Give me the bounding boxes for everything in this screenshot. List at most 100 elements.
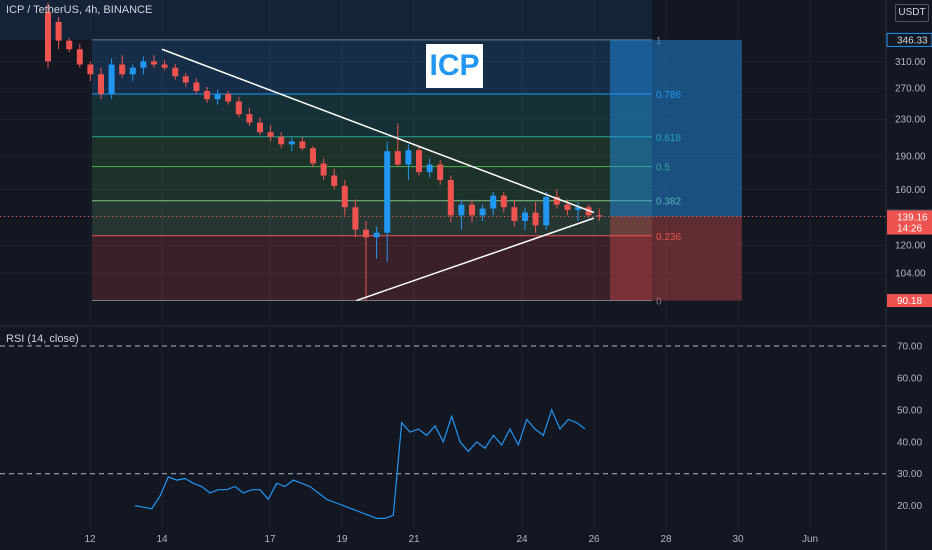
fib-level-label: 0.618 — [656, 133, 681, 144]
time-tick-label: 19 — [336, 534, 348, 545]
fib-level-label: 0 — [656, 297, 662, 308]
candle-body — [352, 207, 359, 230]
fibonacci-retracement: 1 0.786 0.618 0.5 0.382 0.236 0 — [92, 36, 681, 308]
price-label-bg — [887, 294, 932, 308]
candle-body — [108, 64, 115, 94]
candle-body — [469, 204, 475, 216]
candle-body — [66, 40, 73, 50]
candle-body — [246, 114, 253, 123]
candle-body — [129, 67, 136, 75]
rsi-line — [134, 408, 586, 520]
rsi-tick-label: 40.00 — [897, 437, 922, 448]
candle-body — [45, 12, 51, 62]
candle-body — [278, 136, 285, 145]
triangle-lower-line — [356, 217, 595, 302]
candle-body — [225, 93, 232, 102]
price-label-bg — [887, 210, 932, 235]
candle-body — [172, 67, 179, 77]
price-tick-label: 104.00 — [895, 268, 926, 279]
candle-body — [151, 61, 157, 65]
price-axis: 104.00 120.00 139.16 160.00 190.00 230.00 270.… — [886, 32, 932, 308]
rsi-tick-label: 60.00 — [897, 373, 922, 384]
price-label: 346.33 — [897, 35, 928, 46]
symbol-title: ICP / TetherUS, 4h, BINANCE — [6, 4, 153, 16]
fib-zone — [92, 136, 652, 167]
time-tick-label: 30 — [732, 534, 744, 545]
candle-body — [458, 204, 465, 216]
price-tick-label: 190.00 — [895, 152, 926, 163]
candle-body — [288, 141, 295, 145]
price-tick-label: 160.00 — [895, 185, 926, 196]
candle-body — [257, 122, 263, 133]
time-tick-label: 14 — [156, 534, 168, 545]
candle-body — [500, 195, 507, 208]
candle-body — [98, 74, 104, 94]
candle-body — [447, 180, 454, 216]
rsi-tick-label: 30.00 — [897, 469, 922, 480]
candle-body — [267, 132, 274, 137]
time-tick-label: 21 — [408, 534, 420, 545]
candle-body — [331, 175, 338, 186]
rsi-title: RSI (14, close) — [6, 333, 79, 345]
candle-body — [511, 207, 518, 221]
rsi-tick-label: 50.00 — [897, 405, 922, 416]
fib-level-label: 0.786 — [656, 90, 681, 101]
time-tick-label: 28 — [660, 534, 672, 545]
price-tick-label: 120.00 — [895, 241, 926, 252]
fib-zone — [92, 93, 652, 137]
candle-body — [119, 64, 126, 75]
top-band — [0, 0, 652, 40]
candle-body — [363, 229, 369, 238]
candle-body — [76, 49, 83, 65]
fib-level-label: 1 — [656, 36, 662, 47]
candle-body — [564, 204, 571, 210]
time-tick-label: 24 — [516, 534, 528, 545]
candle-body — [373, 232, 380, 238]
target-zone — [610, 39, 742, 217]
candle-body — [437, 164, 444, 181]
candle-body — [87, 64, 94, 75]
price-label-countdown: 14:26 — [897, 224, 922, 235]
price-label: 90.18 — [897, 296, 922, 307]
candle-body — [140, 61, 147, 68]
fib-zone — [92, 235, 652, 301]
time-tick-label: 12 — [84, 534, 96, 545]
fib-level-label: 0.382 — [656, 197, 681, 208]
rsi-tick-label: 70.00 — [897, 341, 922, 352]
candle-body — [479, 208, 486, 216]
time-tick-label: Jun — [802, 534, 818, 545]
fib-zone — [92, 39, 652, 94]
price-tick-label: 310.00 — [895, 57, 926, 68]
price-tick-label: 270.00 — [895, 84, 926, 95]
price-label: 139.16 — [897, 213, 928, 224]
candle-body — [320, 163, 327, 176]
price-tick-label: 230.00 — [895, 115, 926, 126]
fib-level-label: 0.5 — [656, 163, 670, 174]
candle-body — [522, 212, 528, 221]
candle-body — [55, 21, 62, 41]
candle-body — [299, 141, 306, 149]
candle-body — [182, 76, 189, 83]
price-label-bg — [886, 32, 932, 47]
candle-body — [235, 101, 242, 115]
currency-badge[interactable]: USDT — [895, 4, 929, 22]
icp-annotation: ICP — [426, 44, 483, 88]
time-axis: 12 14 17 19 21 24 26 28 30 Jun — [84, 534, 818, 545]
candle-body — [532, 212, 539, 226]
triangle-upper-line — [161, 48, 595, 214]
candle-body — [384, 151, 391, 233]
candle-body — [596, 215, 603, 217]
candle-body — [575, 207, 581, 210]
fib-zone — [92, 166, 652, 201]
candle-body — [341, 185, 348, 208]
candle-body — [426, 164, 433, 173]
candle-body — [543, 196, 550, 226]
candle-body — [490, 195, 497, 209]
rsi-tick-label: 20.00 — [897, 501, 922, 512]
candle-body — [193, 82, 200, 92]
stop-zone — [610, 216, 742, 301]
fib-level-label: 0.236 — [656, 232, 681, 243]
long-position-box — [0, 0, 886, 301]
time-tick-label: 26 — [588, 534, 600, 545]
